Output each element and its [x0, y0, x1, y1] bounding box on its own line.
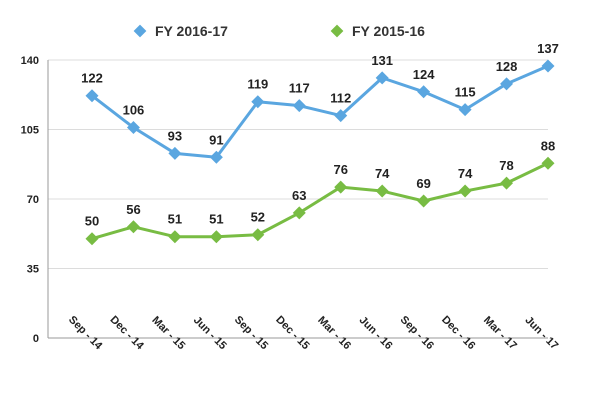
data-label-fy-2015-16: 63 [292, 188, 306, 203]
data-label-fy-2016-17: 91 [209, 132, 223, 147]
legend-label-fy-2016-17: FY 2016-17 [155, 23, 228, 39]
legend-label-fy-2015-16: FY 2015-16 [352, 23, 425, 39]
x-tick-label: Dec - 15 [273, 314, 311, 352]
data-point-fy-2015-16[interactable] [458, 184, 472, 198]
data-label-fy-2016-17: 128 [496, 59, 518, 74]
data-label-fy-2015-16: 50 [85, 214, 99, 229]
data-label-fy-2016-17: 131 [371, 53, 393, 68]
x-tick-label: Mar - 16 [315, 314, 353, 352]
x-tick-label: Jun - 17 [522, 314, 560, 352]
data-point-fy-2016-17[interactable] [85, 89, 99, 103]
data-label-fy-2015-16: 74 [458, 166, 473, 181]
data-point-fy-2015-16[interactable] [209, 230, 223, 244]
y-axis-ticks: 0 35 70 105 140 [21, 55, 39, 345]
data-point-fy-2016-17[interactable] [334, 109, 348, 123]
legend-marker-fy-2015-16 [330, 24, 344, 38]
x-tick-label: Sep - 14 [66, 314, 105, 353]
x-tick-label: Dec - 16 [439, 314, 477, 352]
data-point-fy-2016-17[interactable] [209, 150, 223, 164]
data-label-fy-2015-16: 78 [499, 158, 513, 173]
data-point-fy-2015-16[interactable] [251, 228, 265, 242]
y-tick-label: 0 [33, 333, 39, 345]
data-labels: 122 106 93 91 119 117 112 131 124 115 128 137 50 56 51… [81, 41, 559, 229]
data-point-fy-2016-17[interactable] [417, 85, 431, 99]
data-point-fy-2015-16[interactable] [334, 180, 348, 194]
x-tick-label: Sep - 15 [232, 314, 270, 352]
x-tick-label: Jun - 16 [357, 314, 395, 352]
data-label-fy-2015-16: 69 [416, 176, 430, 191]
data-point-fy-2015-16[interactable] [168, 230, 182, 244]
x-tick-label: Sep - 16 [398, 314, 436, 352]
data-label-fy-2016-17: 117 [289, 81, 310, 96]
legend: FY 2016-17 FY 2015-16 [133, 23, 425, 39]
data-label-fy-2015-16: 51 [168, 212, 182, 227]
legend-marker-fy-2016-17 [133, 24, 147, 38]
data-label-fy-2015-16: 52 [251, 210, 265, 225]
data-label-fy-2015-16: 76 [333, 162, 347, 177]
y-tick-label: 70 [27, 194, 39, 206]
y-tick-label: 35 [27, 264, 39, 276]
data-point-fy-2016-17[interactable] [168, 146, 182, 160]
data-label-fy-2015-16: 74 [375, 166, 390, 181]
data-label-fy-2015-16: 88 [541, 138, 555, 153]
x-tick-label: Mar - 15 [149, 314, 187, 352]
data-point-fy-2015-16[interactable] [417, 194, 431, 208]
legend-item-fy-2016-17[interactable]: FY 2016-17 [133, 23, 228, 39]
y-tick-label: 140 [21, 55, 39, 67]
y-tick-label: 105 [21, 125, 39, 137]
data-point-fy-2015-16[interactable] [85, 232, 99, 246]
series-layer [85, 59, 555, 246]
data-label-fy-2016-17: 112 [330, 91, 351, 106]
data-label-fy-2016-17: 119 [247, 77, 268, 92]
data-label-fy-2016-17: 137 [537, 41, 559, 56]
series-line-fy-2015-16 [91, 161, 549, 241]
data-point-fy-2016-17[interactable] [375, 71, 389, 85]
data-point-fy-2015-16[interactable] [541, 156, 555, 170]
x-tick-label: Dec - 14 [107, 314, 146, 353]
data-label-fy-2016-17: 122 [81, 71, 103, 86]
data-point-fy-2015-16[interactable] [500, 176, 514, 190]
axes [47, 60, 548, 339]
data-label-fy-2015-16: 56 [126, 202, 140, 217]
data-point-fy-2016-17[interactable] [126, 121, 140, 135]
x-tick-label: Mar - 17 [481, 314, 519, 352]
data-label-fy-2016-17: 124 [413, 67, 435, 82]
data-point-fy-2016-17[interactable] [500, 77, 514, 91]
data-label-fy-2016-17: 115 [455, 85, 476, 100]
data-point-fy-2016-17[interactable] [458, 103, 472, 117]
data-label-fy-2016-17: 106 [123, 103, 145, 118]
legend-item-fy-2015-16[interactable]: FY 2015-16 [330, 23, 425, 39]
data-label-fy-2016-17: 93 [168, 128, 182, 143]
data-point-fy-2016-17[interactable] [541, 59, 555, 73]
data-point-fy-2015-16[interactable] [292, 206, 306, 220]
x-axis-ticks: Sep - 14 Dec - 14 Mar - 15 Jun - 15 Sep - 15… [66, 314, 560, 353]
data-point-fy-2015-16[interactable] [375, 184, 389, 198]
data-label-fy-2015-16: 51 [209, 212, 223, 227]
x-tick-label: Jun - 15 [191, 314, 229, 352]
series-line-fy-2016-17 [91, 64, 549, 159]
data-point-fy-2016-17[interactable] [251, 95, 265, 109]
data-point-fy-2016-17[interactable] [292, 99, 306, 113]
data-point-fy-2015-16[interactable] [126, 220, 140, 234]
